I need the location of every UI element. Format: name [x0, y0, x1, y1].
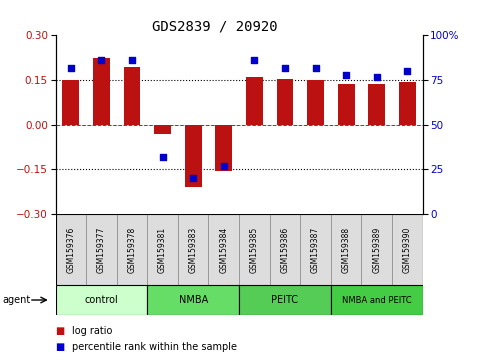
Point — [189, 176, 197, 181]
Text: GSM159389: GSM159389 — [372, 227, 381, 273]
Text: percentile rank within the sample: percentile rank within the sample — [72, 342, 238, 352]
Bar — [209, 214, 239, 285]
Text: GSM159383: GSM159383 — [189, 227, 198, 273]
Text: ■: ■ — [56, 342, 65, 352]
Bar — [117, 214, 147, 285]
Bar — [185, 125, 201, 187]
Text: ■: ■ — [56, 326, 65, 336]
Point — [67, 65, 75, 70]
Bar — [86, 214, 117, 285]
Text: GSM159390: GSM159390 — [403, 226, 412, 273]
Text: NMBA and PEITC: NMBA and PEITC — [342, 296, 412, 304]
Point — [403, 68, 411, 74]
Bar — [331, 285, 423, 315]
Bar — [300, 214, 331, 285]
Bar — [369, 84, 385, 125]
Bar — [147, 285, 239, 315]
Bar — [239, 214, 270, 285]
Text: log ratio: log ratio — [72, 326, 113, 336]
Bar — [277, 79, 293, 125]
Point — [251, 58, 258, 63]
Bar — [147, 214, 178, 285]
Bar — [56, 214, 86, 285]
Bar — [392, 214, 423, 285]
Bar — [399, 82, 416, 125]
Bar — [154, 125, 171, 134]
Text: control: control — [85, 295, 118, 305]
Bar — [361, 214, 392, 285]
Text: agent: agent — [2, 295, 30, 305]
Point — [281, 65, 289, 70]
Bar — [246, 76, 263, 125]
Text: NMBA: NMBA — [179, 295, 208, 305]
Bar — [178, 214, 209, 285]
Point — [220, 163, 227, 169]
Bar — [124, 67, 141, 125]
Point — [98, 58, 105, 63]
Bar — [331, 214, 361, 285]
Point — [312, 65, 319, 70]
Point — [342, 72, 350, 78]
Text: GSM159376: GSM159376 — [66, 226, 75, 273]
Bar — [93, 58, 110, 125]
Point — [128, 58, 136, 63]
Text: GSM159377: GSM159377 — [97, 226, 106, 273]
Bar — [215, 125, 232, 171]
Text: PEITC: PEITC — [271, 295, 298, 305]
Point — [373, 74, 381, 79]
Text: GSM159378: GSM159378 — [128, 227, 137, 273]
Bar — [56, 285, 147, 315]
Point — [159, 154, 167, 160]
Text: GSM159388: GSM159388 — [341, 227, 351, 273]
Bar — [307, 80, 324, 125]
Text: GSM159387: GSM159387 — [311, 227, 320, 273]
Bar — [239, 285, 331, 315]
Text: GSM159381: GSM159381 — [158, 227, 167, 273]
Bar — [62, 80, 79, 125]
Bar — [338, 84, 355, 125]
Text: GDS2839 / 20920: GDS2839 / 20920 — [152, 19, 278, 34]
Text: GSM159386: GSM159386 — [281, 227, 289, 273]
Text: GSM159384: GSM159384 — [219, 227, 228, 273]
Bar — [270, 214, 300, 285]
Text: GSM159385: GSM159385 — [250, 227, 259, 273]
